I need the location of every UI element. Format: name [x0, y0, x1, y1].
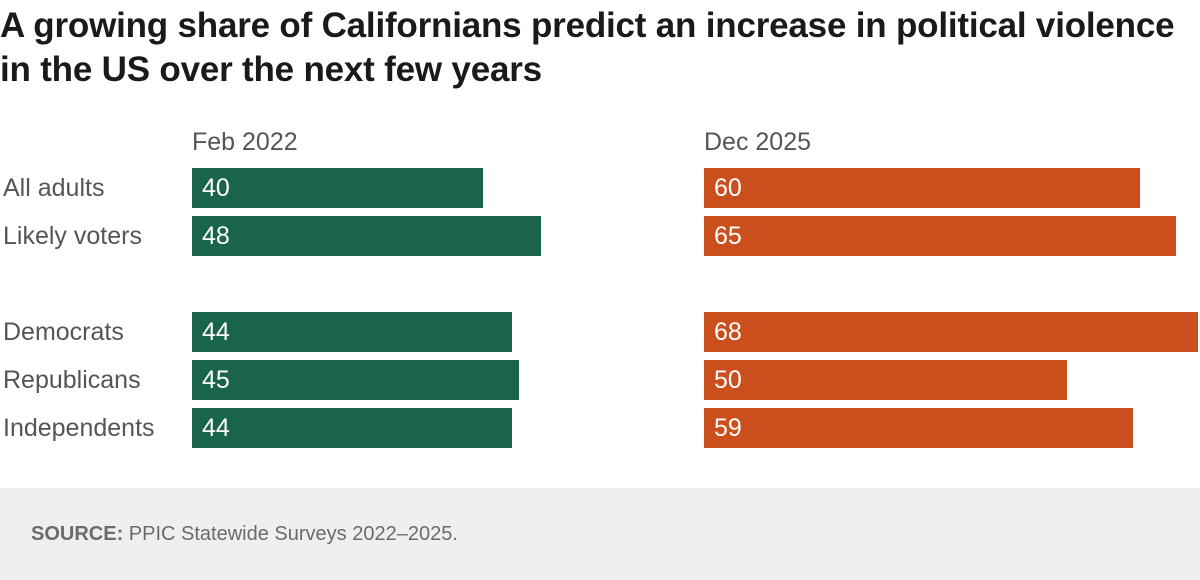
bar-value-label: 59 [714, 414, 742, 442]
bar: 50 [704, 360, 1067, 400]
bar: 68 [704, 312, 1198, 352]
bar-value-label: 40 [202, 174, 230, 202]
source-note: SOURCE: PPIC Statewide Surveys 2022–2025… [31, 523, 458, 546]
category-label: Republicans [3, 366, 141, 394]
bar-value-label: 50 [714, 366, 742, 394]
bar: 60 [704, 168, 1140, 208]
bar-value-label: 44 [202, 414, 230, 442]
bar-value-label: 45 [202, 366, 230, 394]
series-label: Dec 2025 [704, 128, 812, 156]
category-label: Likely voters [3, 222, 142, 250]
bar-value-label: 65 [714, 222, 742, 250]
source-label: SOURCE: [31, 523, 124, 545]
category-label: Democrats [3, 318, 124, 346]
bar-value-label: 48 [202, 222, 230, 250]
source-footer: SOURCE: PPIC Statewide Surveys 2022–2025… [0, 488, 1200, 580]
bar: 44 [192, 312, 512, 352]
series-label: Feb 2022 [192, 128, 298, 156]
bar: 44 [192, 408, 512, 448]
bar: 59 [704, 408, 1133, 448]
category-label: All adults [3, 174, 105, 202]
chart-title: A growing share of Californians predict … [0, 6, 1175, 89]
category-label: Independents [3, 414, 155, 442]
bar-value-label: 68 [714, 318, 742, 346]
bar-value-label: 44 [202, 318, 230, 346]
bar: 45 [192, 360, 519, 400]
bar-value-label: 60 [714, 174, 742, 202]
source-text: PPIC Statewide Surveys 2022–2025. [128, 523, 458, 545]
bar: 40 [192, 168, 483, 208]
bar: 65 [704, 216, 1176, 256]
bar: 48 [192, 216, 541, 256]
